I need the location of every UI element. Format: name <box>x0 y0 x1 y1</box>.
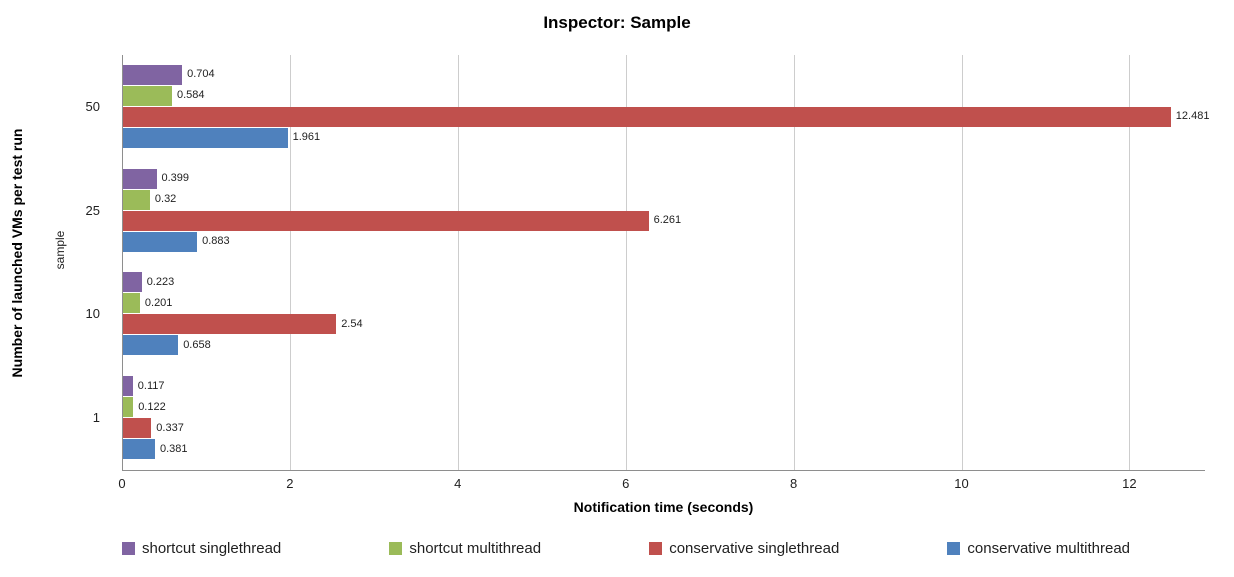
value-label-shortcut-singlethread-10: 0.223 <box>146 275 175 288</box>
bar-conservative-singlethread-10 <box>123 314 337 335</box>
bar-shortcut-singlethread-50 <box>123 64 183 85</box>
bar-shortcut-multithread-50 <box>123 85 172 106</box>
x-tick-label-10: 10 <box>954 476 969 491</box>
value-label-conservative-multithread-1: 0.381 <box>160 442 188 455</box>
legend-label-conservative-singlethread: conservative singlethread <box>669 540 840 557</box>
bar-shortcut-singlethread-25 <box>123 168 157 189</box>
y-tick-label-25: 25 <box>85 202 100 218</box>
legend-label-shortcut-singlethread: shortcut singlethread <box>142 540 282 557</box>
bar-conservative-multithread-50 <box>123 127 288 148</box>
y-axis-title: Number of launched VMs per test run <box>9 128 25 378</box>
value-label-conservative-singlethread-50: 12.481 <box>1175 110 1210 123</box>
x-tick-label-4: 4 <box>454 476 462 491</box>
bar-conservative-singlethread-25 <box>123 210 649 231</box>
x-tick-label-8: 8 <box>789 476 798 491</box>
legend-label-shortcut-multithread: shortcut multithread <box>409 540 542 557</box>
legend-item-conservative-multithread: conservative multithread <box>947 540 1130 557</box>
x-tick-label-2: 2 <box>286 476 294 491</box>
value-label-conservative-singlethread-1: 0.337 <box>156 421 184 434</box>
legend-item-shortcut-singlethread: shortcut singlethread <box>122 540 281 557</box>
legend-swatch-shortcut-multithread <box>389 542 403 555</box>
legend-swatch-conservative-multithread <box>947 542 961 555</box>
value-label-conservative-singlethread-10: 2.54 <box>341 317 363 330</box>
gridline-x-12 <box>1129 55 1131 470</box>
value-label-shortcut-singlethread-50: 0.704 <box>187 68 215 81</box>
value-label-shortcut-multithread-10: 0.201 <box>144 296 173 309</box>
bar-conservative-multithread-10 <box>123 335 179 356</box>
bar-shortcut-singlethread-10 <box>123 272 142 293</box>
y-axis-subtitle: sample <box>53 230 67 270</box>
bar-conservative-singlethread-1 <box>123 418 152 439</box>
x-tick-label-12: 12 <box>1122 476 1137 491</box>
bar-conservative-multithread-1 <box>123 439 155 460</box>
legend-swatch-shortcut-singlethread <box>122 542 135 555</box>
value-label-shortcut-singlethread-1: 0.117 <box>137 379 165 392</box>
bar-conservative-singlethread-50 <box>123 106 1171 127</box>
bar-conservative-multithread-25 <box>123 231 198 252</box>
y-tick-label-10: 10 <box>85 306 100 322</box>
x-axis-title: Notification time (seconds) <box>573 499 754 515</box>
gridline-x-4 <box>457 55 459 470</box>
legend-swatch-conservative-singlethread <box>649 542 663 555</box>
value-label-shortcut-multithread-25: 0.32 <box>154 193 177 206</box>
plot-area: 0 2 4 6 8 10 12 50 25 10 1 0.704 0.399 0.223 0.117 0.58… <box>86 55 1209 491</box>
x-tick-label-6: 6 <box>622 476 630 491</box>
gridline-x-10 <box>961 55 963 470</box>
bar-shortcut-singlethread-1 <box>123 376 133 397</box>
bar-shortcut-multithread-25 <box>123 189 150 210</box>
value-label-shortcut-multithread-50: 0.584 <box>177 89 205 102</box>
bar-shortcut-multithread-1 <box>123 397 134 418</box>
legend-label-conservative-multithread: conservative multithread <box>967 540 1130 557</box>
gridline-x-8 <box>793 55 795 470</box>
value-label-shortcut-multithread-1: 0.122 <box>138 400 166 413</box>
legend-item-conservative-singlethread: conservative singlethread <box>649 540 839 557</box>
value-label-conservative-multithread-10: 0.658 <box>183 338 211 351</box>
legend: shortcut singlethread shortcut multithrea… <box>122 540 1130 557</box>
value-label-conservative-singlethread-25: 6.261 <box>653 214 682 227</box>
chart-title: Inspector: Sample <box>543 13 691 32</box>
value-label-conservative-multithread-50: 1.961 <box>292 131 321 144</box>
x-tick-label-0: 0 <box>118 476 126 491</box>
y-axis-line <box>122 55 123 470</box>
gridline-x-6 <box>625 55 627 470</box>
y-tick-label-1: 1 <box>92 410 100 426</box>
gridline-x-2 <box>289 55 291 470</box>
value-label-shortcut-singlethread-25: 0.399 <box>161 172 190 185</box>
y-tick-label-50: 50 <box>85 98 100 114</box>
legend-item-shortcut-multithread: shortcut multithread <box>389 540 541 557</box>
bar-shortcut-multithread-10 <box>123 293 140 314</box>
value-label-conservative-multithread-25: 0.883 <box>202 235 230 248</box>
